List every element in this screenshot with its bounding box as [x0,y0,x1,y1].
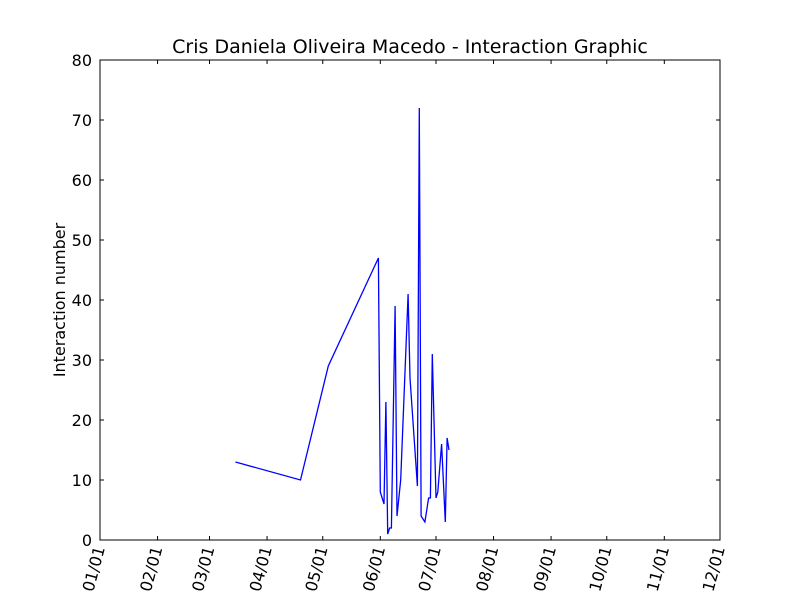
y-tick-label: 0 [82,531,92,550]
y-tick-label: 40 [72,291,92,310]
y-tick-label: 20 [72,411,92,430]
series-line [235,107,450,535]
y-axis-label: Interaction number [50,222,69,377]
y-tick-label: 80 [72,51,92,70]
y-tick-label: 60 [72,171,92,190]
y-tick-label: 70 [72,111,92,130]
y-tick-label: 30 [72,351,92,370]
y-tick-label: 50 [72,231,92,250]
chart-title: Cris Daniela Oliveira Macedo - Interacti… [172,36,648,58]
axes-frame [99,59,721,541]
y-tick-label: 10 [72,471,92,490]
